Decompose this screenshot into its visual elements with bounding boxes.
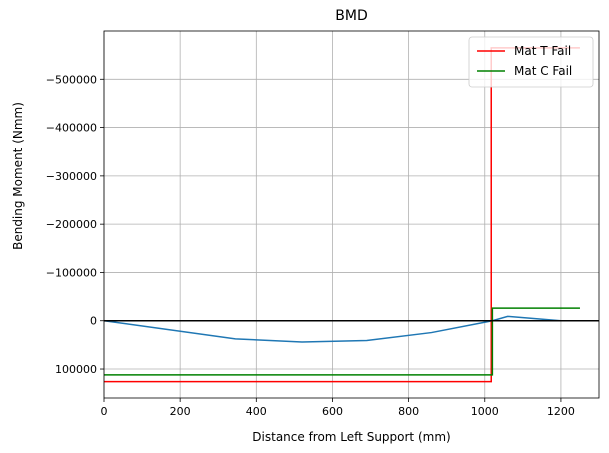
y-tick-label: −100000 xyxy=(46,266,97,279)
plot-frame xyxy=(103,30,600,399)
chart-title: BMD xyxy=(335,8,367,24)
y-tick-label: −200000 xyxy=(46,218,97,231)
x-tick-label: 400 xyxy=(246,405,267,418)
x-tick-label: 0 xyxy=(101,405,108,418)
x-tick-label: 600 xyxy=(322,405,343,418)
x-tick-label: 800 xyxy=(398,405,419,418)
x-tick-label: 1000 xyxy=(471,405,499,418)
y-axis-label: Bending Moment (Nmm) xyxy=(11,102,25,250)
y-tick-label: −400000 xyxy=(46,122,97,135)
legend-label-mat-c-fail: Mat C Fail xyxy=(514,64,572,78)
series-line-mat-t-fail xyxy=(104,47,580,383)
y-tick-label: 100000 xyxy=(55,363,97,376)
y-tick-label: −500000 xyxy=(46,73,97,86)
x-axis-label: Distance from Left Support (mm) xyxy=(252,430,450,444)
y-tick-label: 0 xyxy=(90,315,97,328)
series-line-bending-moment xyxy=(104,315,561,343)
x-tick-label: 1200 xyxy=(547,405,575,418)
legend-box xyxy=(468,36,594,88)
legend: Mat T Fail Mat C Fail xyxy=(468,36,594,88)
ticks: 0 200 400 600 800 1000 1200 −500000 −400000 −3000… xyxy=(46,73,575,418)
x-tick-label: 200 xyxy=(170,405,191,418)
series-lines xyxy=(104,47,599,383)
y-tick-label: −300000 xyxy=(46,170,97,183)
legend-label-mat-t-fail: Mat T Fail xyxy=(514,44,571,58)
axes xyxy=(103,30,600,399)
series-line-mat-c-fail xyxy=(104,307,580,376)
